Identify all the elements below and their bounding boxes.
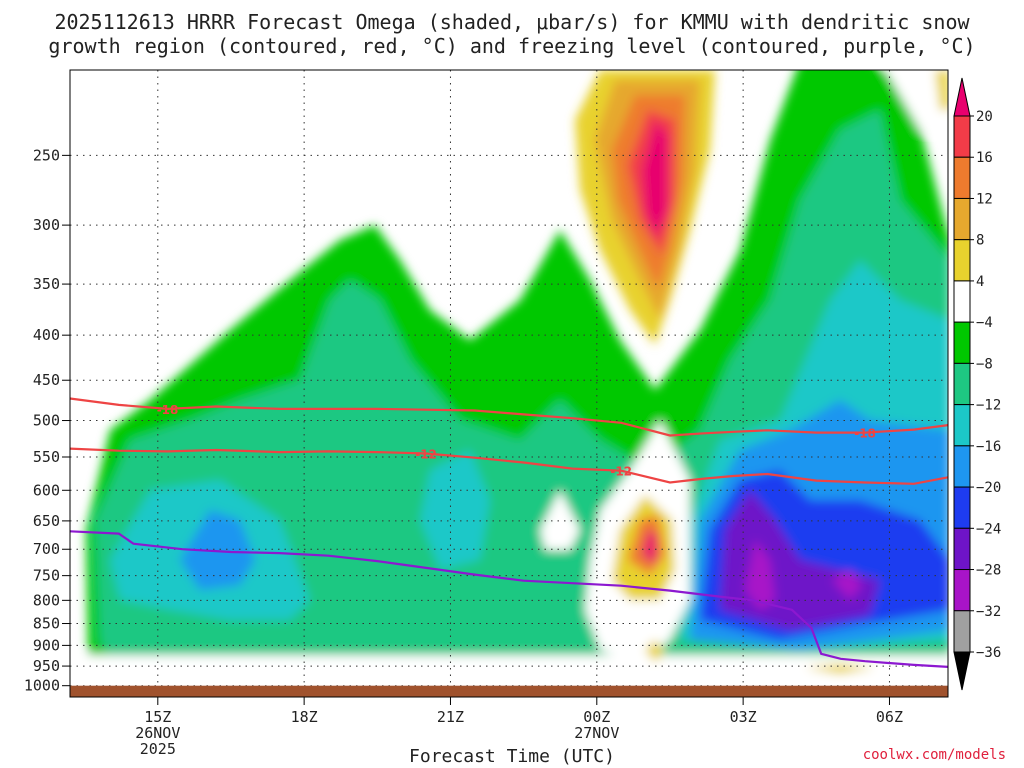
colorbar-label-7: −12	[976, 398, 1001, 414]
omega-gap-a	[540, 490, 580, 550]
x-tick-label-06Z: 06Z	[876, 708, 903, 726]
omega-region-minus28-b	[832, 570, 862, 600]
colorbar-swatch-2	[953, 197, 971, 241]
contour-label-dgz-bottom-1: -12	[610, 465, 632, 479]
contour-label-dgz-top-0: -18	[157, 403, 179, 417]
y-tick-label-550: 550	[33, 448, 60, 466]
colorbar-swatch-9	[953, 486, 971, 529]
omega-region-plus4-top	[935, 70, 948, 110]
contour-dgz-bottom	[69, 447, 949, 485]
x-date-label-15Z: 26NOV	[135, 724, 180, 742]
ground-layer	[70, 685, 948, 697]
colorbar-swatch-11	[953, 569, 971, 612]
y-tick-label-950: 950	[33, 657, 60, 675]
y-tick-label-400: 400	[33, 326, 60, 344]
y-tick-label-300: 300	[33, 216, 60, 234]
y-tick-label-250: 250	[33, 146, 60, 164]
colorbar-label-11: −28	[976, 563, 1001, 579]
contour-label-dgz-bottom-0: -12	[415, 447, 437, 461]
omega-region-minus16	[180, 510, 255, 590]
omega-region-plus20	[642, 120, 668, 240]
chart-title-line-2: growth region (contoured, red, °C) and f…	[48, 34, 976, 58]
grid-lines	[70, 70, 948, 697]
colorbar-label-6: −8	[976, 356, 993, 372]
colorbar-swatch-1	[953, 156, 971, 199]
credit-link[interactable]: coolwx.com/models	[862, 747, 1006, 763]
contour-freezing-level	[69, 530, 949, 668]
colorbar-swatch-6	[953, 362, 971, 406]
x-tick-label-03Z: 03Z	[730, 708, 757, 726]
x-tick-label-15Z: 15Z	[144, 708, 171, 726]
contour-label-dgz-top-1: -18	[854, 427, 876, 441]
colorbar-label-10: −24	[976, 521, 1001, 537]
colorbar-swatch-0	[953, 115, 971, 158]
omega-shading	[70, 70, 948, 697]
ground-fill	[70, 685, 948, 697]
colorbar-label-4: 4	[976, 274, 984, 290]
colorbar-swatch-4	[953, 280, 971, 323]
y-tick-label-450: 450	[33, 371, 60, 389]
omega-region-plus20-low	[642, 530, 657, 565]
chart-title-line-1: 2025112613 HRRR Forecast Omega (shaded, …	[54, 10, 970, 34]
y-tick-label-900: 900	[33, 636, 60, 654]
colorbar-swatch-7	[953, 404, 971, 447]
x-axis-title: Forecast Time (UTC)	[409, 746, 615, 767]
y-tick-label-350: 350	[33, 275, 60, 293]
colorbar-label-0: 20	[976, 109, 993, 125]
contour-dgz-top	[69, 397, 949, 437]
colorbar-arrow-top	[953, 77, 971, 117]
colorbar-label-9: −20	[976, 480, 1001, 496]
colorbar-label-5: −4	[976, 315, 993, 331]
colorbar-label-3: 8	[976, 233, 984, 249]
omega-gap-top	[885, 70, 948, 130]
x-tick-label-21Z: 21Z	[437, 708, 464, 726]
omega-region-minus28	[745, 540, 775, 610]
colorbar: 20 16 12 8 4 −4 −8 −12 −16 −20 −24 −28 −32 −36	[953, 77, 1001, 691]
y-tick-label-1000: 1000	[24, 677, 60, 695]
y-tick-label-650: 650	[33, 512, 60, 530]
y-tick-label-700: 700	[33, 540, 60, 558]
colorbar-label-2: 12	[976, 191, 993, 207]
y-tick-label-800: 800	[33, 591, 60, 609]
colorbar-swatch-8	[953, 445, 971, 488]
colorbar-label-1: 16	[976, 150, 993, 166]
x-tick-label-18Z: 18Z	[291, 708, 318, 726]
colorbar-label-8: −16	[976, 439, 1001, 455]
y-axis: 250 300 350 400 450 500 550 600 650 700 750 800 850 9…	[24, 146, 70, 695]
x-year-label-15Z: 2025	[140, 740, 176, 758]
plot-frame	[69, 69, 949, 698]
colorbar-swatch-3	[953, 239, 971, 282]
colorbar-swatch-12	[953, 610, 971, 653]
colorbar-label-12: −32	[976, 604, 1001, 620]
colorbar-swatch-10	[953, 527, 971, 571]
y-tick-label-850: 850	[33, 615, 60, 633]
y-tick-label-500: 500	[33, 412, 60, 430]
colorbar-arrow-bottom	[953, 651, 971, 691]
y-tick-label-750: 750	[33, 567, 60, 585]
omega-region-minus12-b	[420, 450, 490, 570]
y-tick-label-600: 600	[33, 481, 60, 499]
contour-lines: -18 -18 -12 -12	[69, 397, 949, 668]
x-date-label-00Z: 27NOV	[574, 724, 619, 742]
colorbar-label-13: −36	[976, 645, 1001, 661]
x-tick-label-00Z: 00Z	[583, 708, 610, 726]
colorbar-swatch-5	[953, 321, 971, 364]
